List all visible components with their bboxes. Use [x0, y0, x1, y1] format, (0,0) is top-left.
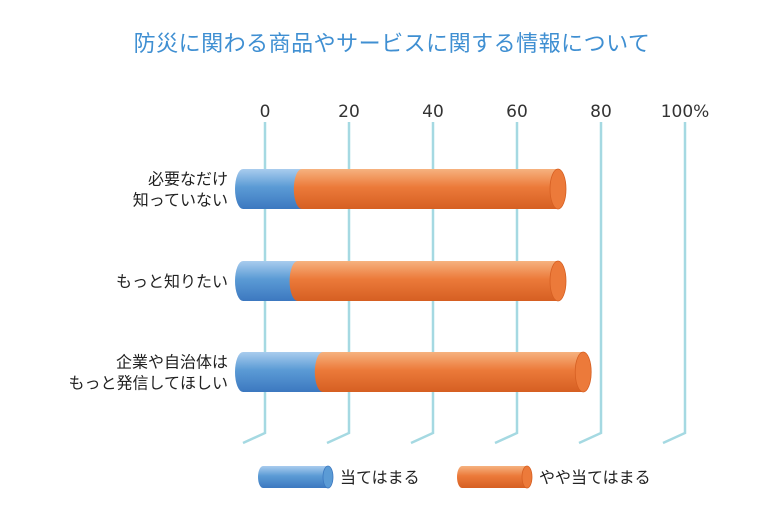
legend-swatch-cap: [521, 465, 533, 489]
bar-end-cap: [549, 260, 567, 302]
x-tick-label: 0: [260, 102, 271, 122]
chart-title: 防災に関わる商品やサービスに関する情報について: [133, 32, 651, 57]
bar-end-cap: [549, 168, 567, 210]
bar-segment: [293, 169, 566, 209]
legend: 当てはまる やや当てはまる: [258, 465, 651, 489]
gridline: [326, 122, 351, 445]
gridline: [494, 122, 519, 445]
x-tick-label: 100%: [661, 102, 710, 122]
gridline: [242, 122, 267, 445]
bar-segment: [314, 352, 592, 392]
legend-swatch: [258, 466, 333, 488]
gridline: [662, 122, 687, 445]
bars: [235, 168, 592, 393]
bar-segment: [289, 261, 566, 301]
x-tick-label: 20: [338, 102, 360, 122]
legend-label: やや当てはまる: [539, 468, 651, 487]
gridline: [578, 122, 603, 445]
bar-end-cap: [574, 351, 592, 393]
x-axis-ticks: 0 20 40 60 80 100%: [260, 102, 710, 122]
legend-label: 当てはまる: [340, 468, 420, 487]
x-tick-label: 40: [422, 102, 444, 122]
gridline: [410, 122, 435, 445]
bar-segment: [235, 352, 331, 392]
category-label: 企業や自治体はもっと発信してほしい: [68, 353, 228, 393]
legend-swatch-cap: [322, 465, 334, 489]
legend-swatch: [457, 466, 532, 488]
gridlines: [242, 122, 687, 445]
bar-segment: [235, 261, 306, 301]
category-label: もっと知りたい: [116, 272, 228, 291]
x-tick-label: 80: [590, 102, 612, 122]
category-label: 必要なだけ知っていない: [133, 170, 228, 210]
bar-segment: [235, 169, 310, 209]
x-tick-label: 60: [506, 102, 528, 122]
